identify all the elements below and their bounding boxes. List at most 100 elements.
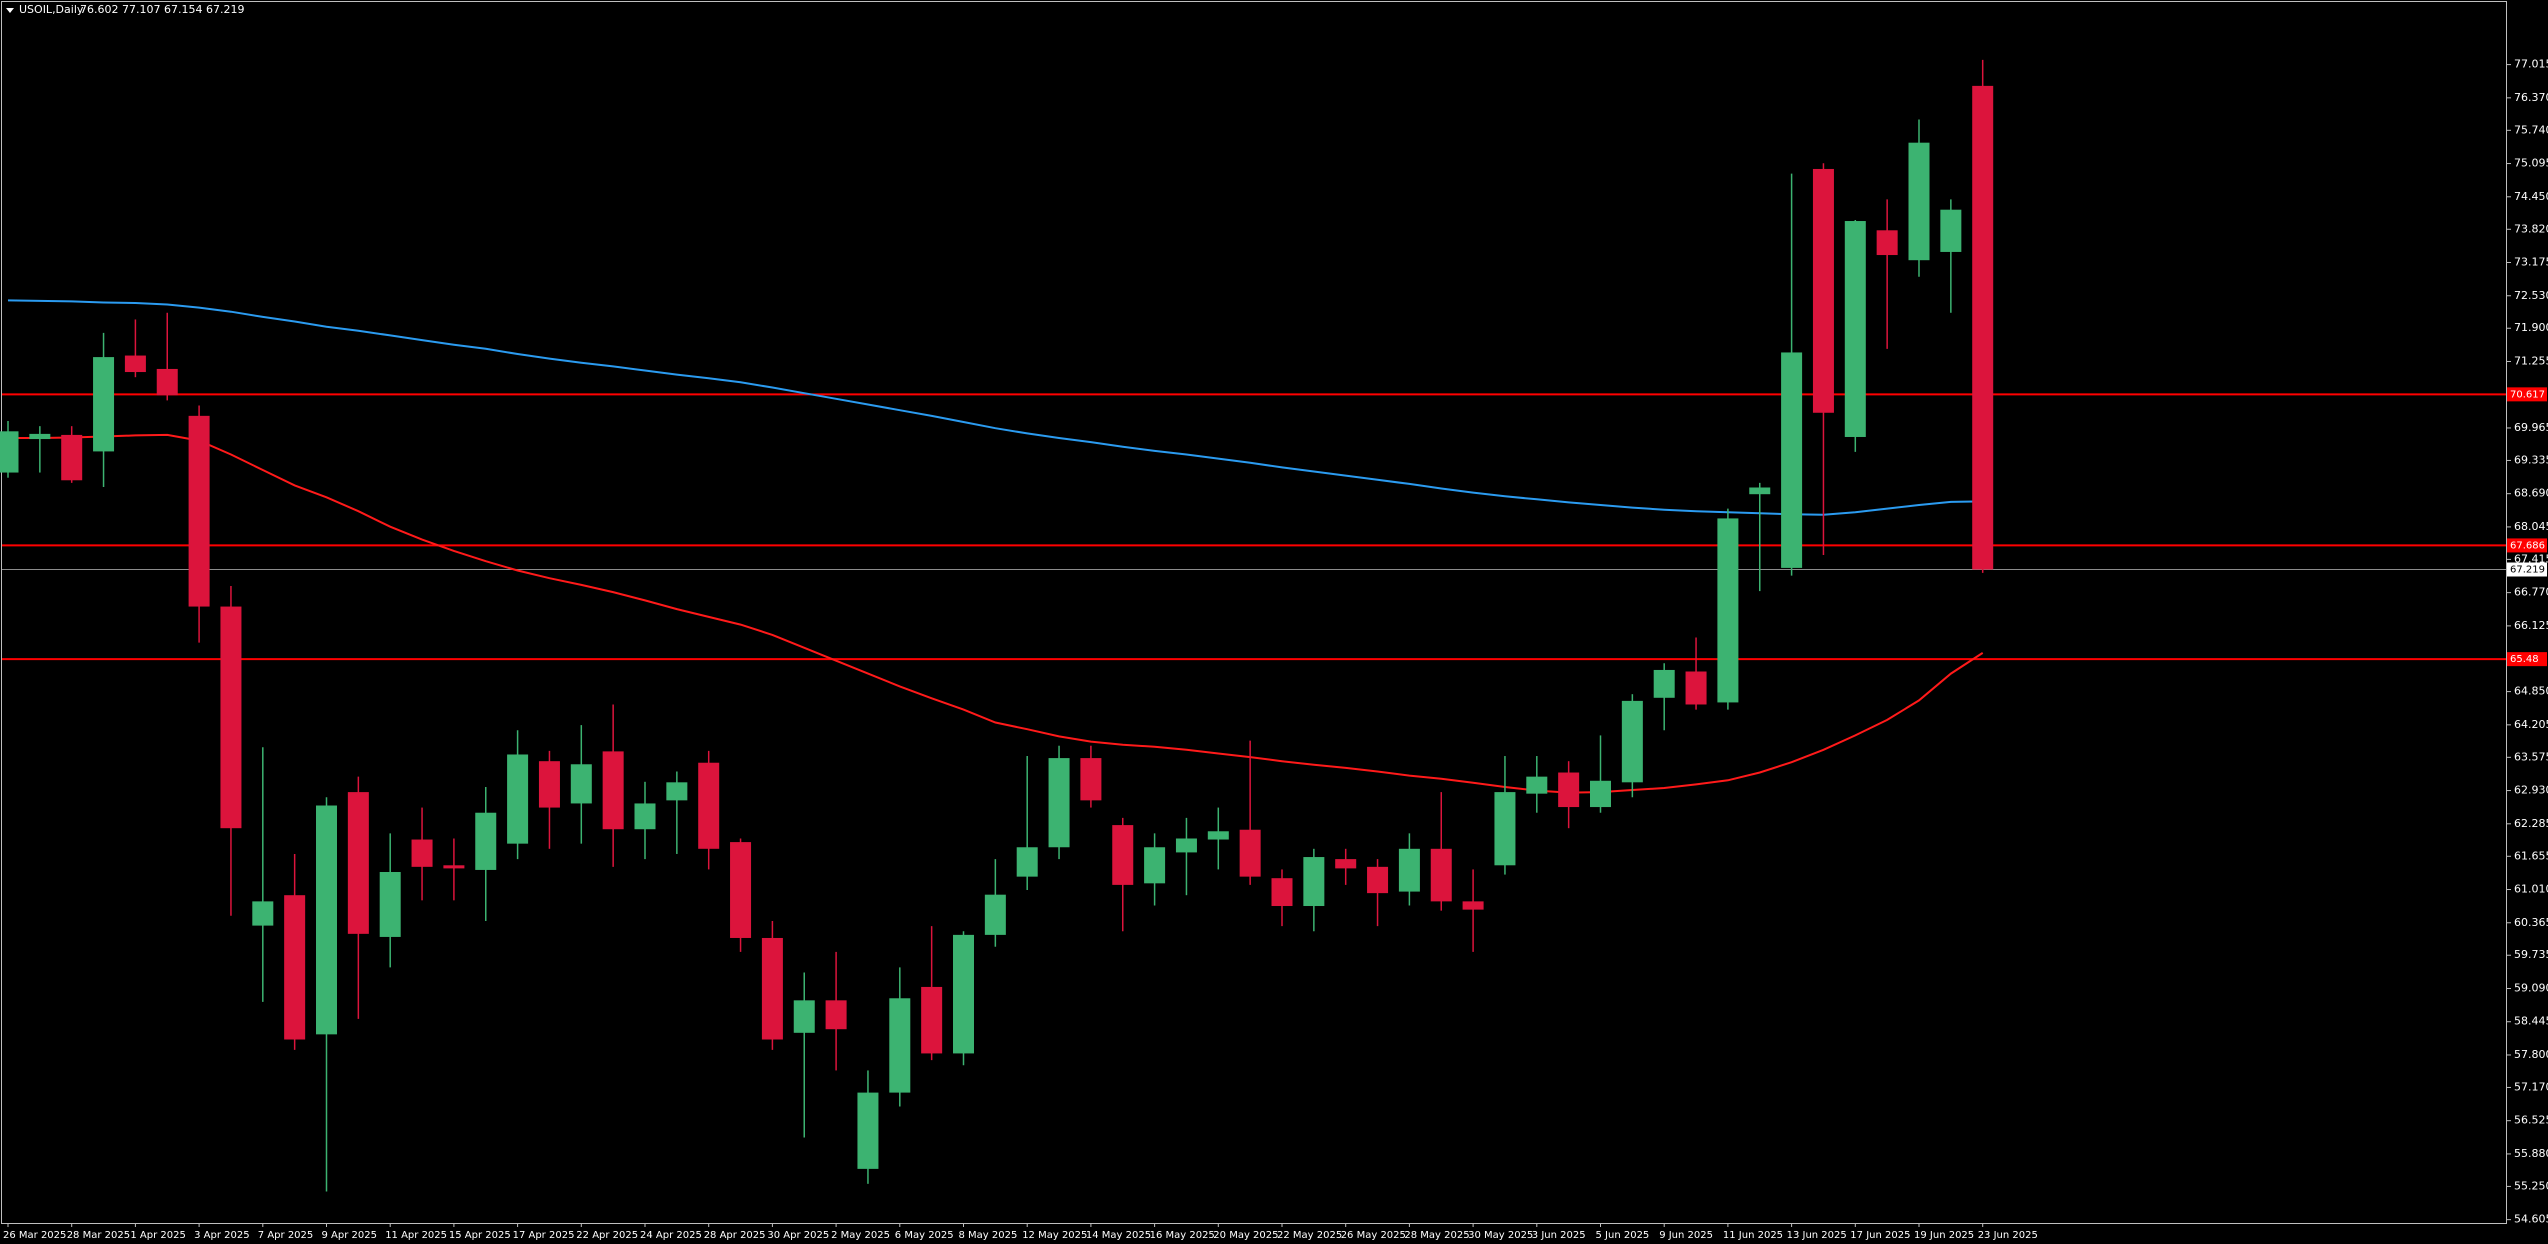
x-tick-label: 7 Apr 2025	[258, 1230, 313, 1241]
candle-body	[1749, 487, 1771, 495]
title-ohlc: 76.602 77.107 67.154 67.219	[80, 3, 245, 16]
moving-average-line	[7, 299, 1983, 516]
candle-body	[1080, 758, 1102, 801]
candle-body	[1812, 168, 1834, 413]
x-tick-label: 23 Jun 2025	[1978, 1230, 2038, 1241]
candle-body	[1335, 859, 1357, 869]
candle-body	[0, 431, 19, 473]
candle-body	[475, 812, 497, 870]
candle-body	[953, 934, 974, 1054]
x-tick-label: 8 May 2025	[959, 1230, 1018, 1241]
x-tick-label: 28 Mar 2025	[67, 1230, 130, 1241]
x-tick-label: 22 Apr 2025	[576, 1230, 638, 1241]
y-tick-label: 75.740	[2514, 123, 2548, 136]
candle-body	[1462, 901, 1484, 910]
candle-body	[1844, 221, 1866, 437]
x-tick-label: 14 May 2025	[1086, 1230, 1151, 1241]
level-label-box	[2507, 538, 2547, 553]
candle-body	[1016, 847, 1038, 877]
y-tick-label: 62.930	[2514, 784, 2548, 797]
candle-body	[1972, 85, 1994, 570]
x-tick-label: 13 Jun 2025	[1787, 1230, 1847, 1241]
candle-body	[825, 1000, 847, 1030]
candle-body	[1494, 792, 1516, 866]
candle-body	[1590, 780, 1611, 808]
x-tick-label: 9 Apr 2025	[322, 1230, 377, 1241]
y-tick-label: 74.450	[2514, 190, 2548, 203]
candle-body	[1271, 878, 1293, 907]
x-tick-label: 26 May 2025	[1341, 1230, 1406, 1241]
candle-body	[1048, 758, 1070, 848]
plot-frame	[1, 1, 2507, 1224]
candle-body	[921, 986, 943, 1054]
candle-body	[666, 782, 688, 801]
x-tick-label: 17 Apr 2025	[513, 1230, 575, 1241]
y-tick-label: 55.250	[2514, 1179, 2548, 1192]
y-tick-label: 59.090	[2514, 981, 2548, 994]
x-tick-label: 15 Apr 2025	[449, 1230, 511, 1241]
candle-body	[61, 434, 83, 481]
y-tick-label: 72.530	[2514, 289, 2548, 302]
candle-body	[1144, 847, 1166, 884]
x-tick-label: 3 Apr 2025	[194, 1230, 249, 1241]
y-tick-label: 61.655	[2514, 849, 2548, 862]
y-tick-label: 68.690	[2514, 487, 2548, 500]
candle-body	[1685, 671, 1707, 705]
x-tick-label: 12 May 2025	[1022, 1230, 1087, 1241]
level-label: 70.617	[2510, 389, 2545, 400]
candle-body	[1940, 209, 1962, 252]
candle-body	[284, 895, 306, 1040]
x-tick-label: 1 Apr 2025	[130, 1230, 185, 1241]
candle-body	[1303, 857, 1325, 907]
title-icon	[6, 8, 14, 13]
y-tick-label: 56.525	[2514, 1114, 2548, 1127]
candle-body	[188, 415, 210, 607]
y-tick-label: 64.205	[2514, 718, 2548, 731]
candle-body	[1781, 352, 1803, 568]
candle-body	[1908, 142, 1930, 261]
y-tick-label: 68.045	[2514, 520, 2548, 533]
title-symbol: USOIL,Daily	[19, 3, 84, 16]
x-tick-label: 28 May 2025	[1404, 1230, 1469, 1241]
x-tick-label: 17 Jun 2025	[1850, 1230, 1910, 1241]
candle-body	[1367, 866, 1389, 894]
candle-body	[1621, 700, 1643, 783]
last-price-box	[2507, 562, 2547, 577]
y-tick-label: 60.365	[2514, 916, 2548, 929]
y-tick-label: 54.605	[2514, 1213, 2548, 1226]
candle-body	[730, 842, 752, 938]
level-label: 65.48	[2510, 654, 2539, 665]
candle-body	[1207, 831, 1229, 840]
candle-body	[1876, 230, 1898, 256]
candle-body	[347, 792, 369, 934]
candle-body	[93, 357, 115, 452]
y-tick-label: 57.800	[2514, 1048, 2548, 1061]
candle-body	[1398, 848, 1420, 892]
y-tick-label: 73.175	[2514, 256, 2548, 269]
candle-body	[507, 754, 529, 844]
y-tick-label: 66.770	[2514, 586, 2548, 599]
y-tick-label: 71.255	[2514, 354, 2548, 367]
candle-body	[1526, 776, 1548, 794]
x-tick-label: 30 Apr 2025	[767, 1230, 829, 1241]
x-tick-label: 24 Apr 2025	[640, 1230, 702, 1241]
x-tick-label: 2 May 2025	[831, 1230, 890, 1241]
y-tick-label: 59.735	[2514, 948, 2548, 961]
y-tick-label: 57.170	[2514, 1080, 2548, 1093]
y-tick-label: 75.095	[2514, 157, 2548, 170]
x-tick-label: 16 May 2025	[1150, 1230, 1215, 1241]
x-tick-label: 5 Jun 2025	[1596, 1230, 1650, 1241]
candle-body	[124, 355, 146, 373]
y-tick-label: 64.850	[2514, 685, 2548, 698]
y-tick-label: 55.880	[2514, 1147, 2548, 1160]
candle-body	[570, 764, 592, 804]
y-tick-label: 58.445	[2514, 1015, 2548, 1028]
y-tick-label: 62.285	[2514, 817, 2548, 830]
x-tick-label: 11 Jun 2025	[1723, 1230, 1783, 1241]
candle-body	[634, 803, 656, 830]
candle-body	[1175, 838, 1197, 853]
x-tick-label: 11 Apr 2025	[385, 1230, 447, 1241]
candle-body	[889, 998, 911, 1093]
title-high: 77.107	[122, 3, 161, 16]
